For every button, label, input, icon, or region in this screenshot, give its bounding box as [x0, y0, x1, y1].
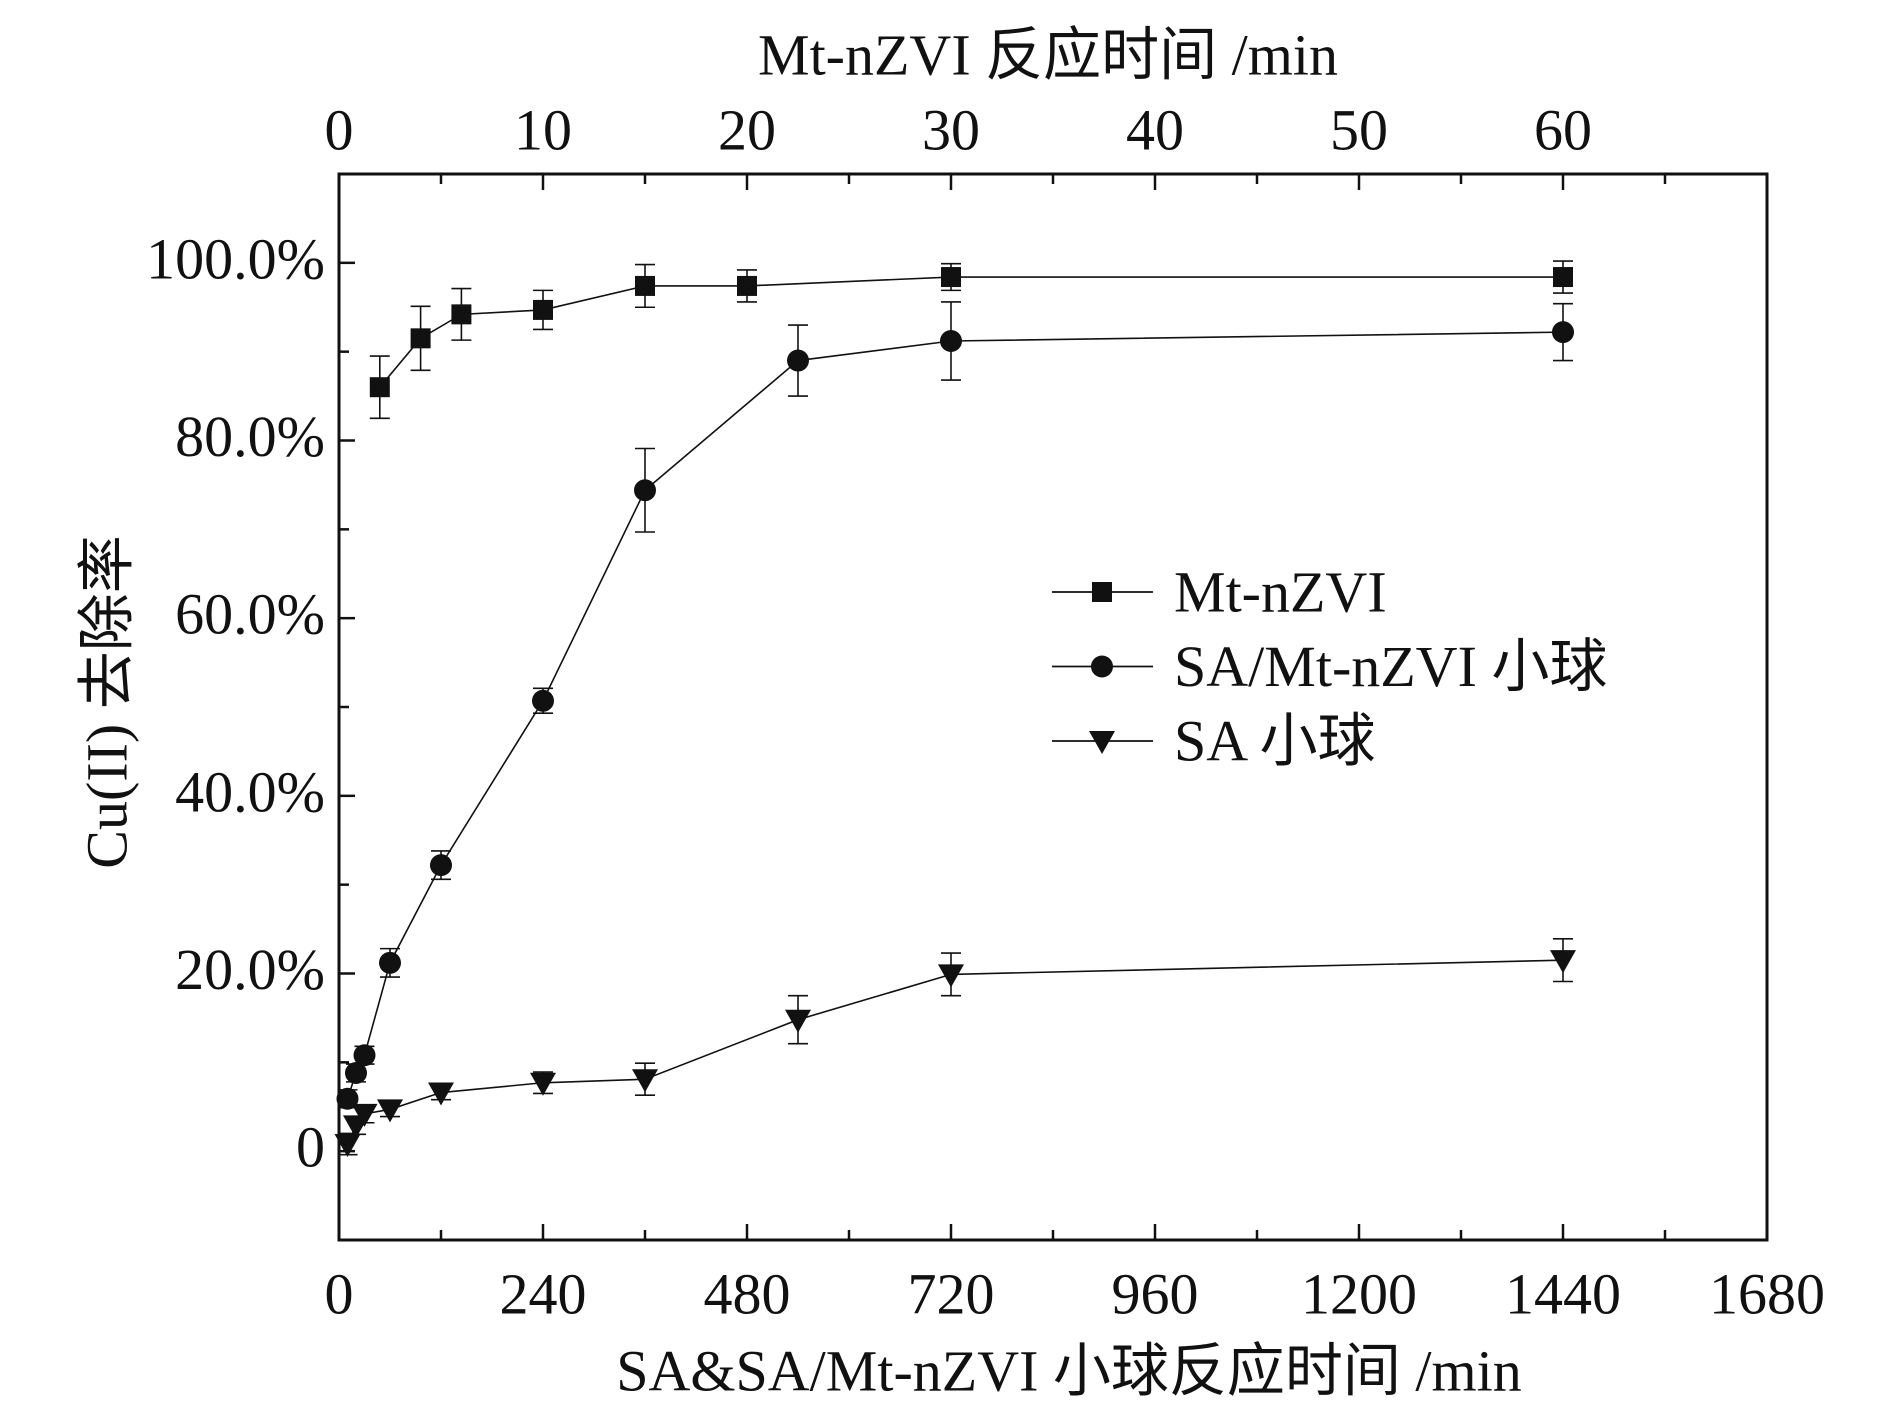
legend-item-sa: SA 小球	[1052, 709, 1375, 774]
x-axis-title: SA&SA/Mt-nZVI 小球反应时间 /min	[616, 1339, 1522, 1404]
plot-area: 0 240 480 720 960 1200 1440 1680 0 10 20 30 40 50 60 10…	[146, 98, 1825, 1327]
sa-point	[428, 1082, 454, 1106]
x-tick-label: 960	[1112, 1262, 1199, 1327]
x-tick-label: 1200	[1301, 1262, 1417, 1327]
sa-mt-nzvi-point	[787, 349, 809, 372]
sa-mt-nzvi-point	[940, 330, 962, 353]
x-tick-label: 1440	[1505, 1262, 1621, 1327]
sa-point	[377, 1099, 403, 1123]
legend-marker	[1092, 582, 1112, 602]
legend-item-sa-mt-nzvi: SA/Mt-nZVI 小球	[1052, 634, 1607, 699]
sa-mt-nzvi-point	[353, 1044, 376, 1067]
mt-nzvi-point	[533, 299, 553, 320]
y-tick-label: 20.0%	[175, 937, 325, 1002]
mt-nzvi-point	[369, 377, 390, 398]
mt-nzvi-point	[737, 275, 757, 296]
sa-mt-nzvi-point	[430, 854, 452, 877]
legend: Mt-nZVI SA/Mt-nZVI 小球 SA 小球	[1052, 560, 1607, 774]
legend-label: SA/Mt-nZVI 小球	[1174, 634, 1607, 699]
x-tick-label: 1680	[1709, 1262, 1825, 1327]
legend-label: SA 小球	[1174, 709, 1375, 774]
sa-point	[938, 964, 964, 988]
x-tick-label: 720	[908, 1262, 995, 1327]
mt-nzvi-point	[1553, 267, 1573, 288]
x-top-tick-label: 60	[1534, 98, 1592, 163]
legend-item-mt-nzvi: Mt-nZVI	[1052, 560, 1387, 625]
sa-mt-nzvi-point	[379, 951, 401, 974]
sa-point	[334, 1134, 361, 1158]
mt-nzvi-point	[410, 328, 431, 349]
series-mt-nzvi	[369, 260, 1573, 420]
legend-marker	[1091, 655, 1113, 678]
y-tick-label: 60.0%	[175, 582, 325, 647]
y-tick-label: 40.0%	[175, 759, 325, 824]
x-top-tick-label: 10	[514, 98, 572, 163]
sa-mt-nzvi-point	[345, 1061, 367, 1084]
x-tick-label: 0	[325, 1262, 354, 1327]
x-top-axis-title: Mt-nZVI 反应时间 /min	[758, 23, 1338, 88]
mt-nzvi-point	[941, 267, 961, 288]
sa-point	[351, 1103, 378, 1127]
x-top-tick-label: 20	[718, 98, 776, 163]
y-tick-label: 0	[296, 1115, 325, 1180]
sa-mt-nzvi-point	[532, 689, 554, 712]
y-tick-label: 100.0%	[146, 226, 325, 291]
sa-point	[785, 1009, 811, 1033]
sa-point	[1550, 950, 1576, 974]
mt-nzvi-point	[451, 304, 472, 325]
sa-point	[632, 1069, 658, 1093]
x-top-tick-label: 50	[1330, 98, 1388, 163]
series-sa-mt-nzvi	[336, 301, 1574, 1110]
legend-label: Mt-nZVI	[1174, 560, 1387, 625]
sa-mt-nzvi-point	[1552, 321, 1574, 344]
x-top-tick-label: 30	[922, 98, 980, 163]
y-axis-title: Cu(II) 去除率	[75, 535, 140, 868]
x-top-tick-label: 40	[1126, 98, 1184, 163]
sa-mt-nzvi-point	[634, 479, 656, 502]
x-tick-label: 240	[500, 1262, 587, 1327]
y-tick-label: 80.0%	[175, 404, 325, 469]
mt-nzvi-point	[635, 275, 655, 296]
series-sa	[334, 938, 1576, 1158]
sa-point	[530, 1072, 556, 1096]
x-tick-label: 480	[704, 1262, 791, 1327]
legend-marker	[1089, 731, 1115, 754]
x-top-tick-label: 0	[325, 98, 354, 163]
